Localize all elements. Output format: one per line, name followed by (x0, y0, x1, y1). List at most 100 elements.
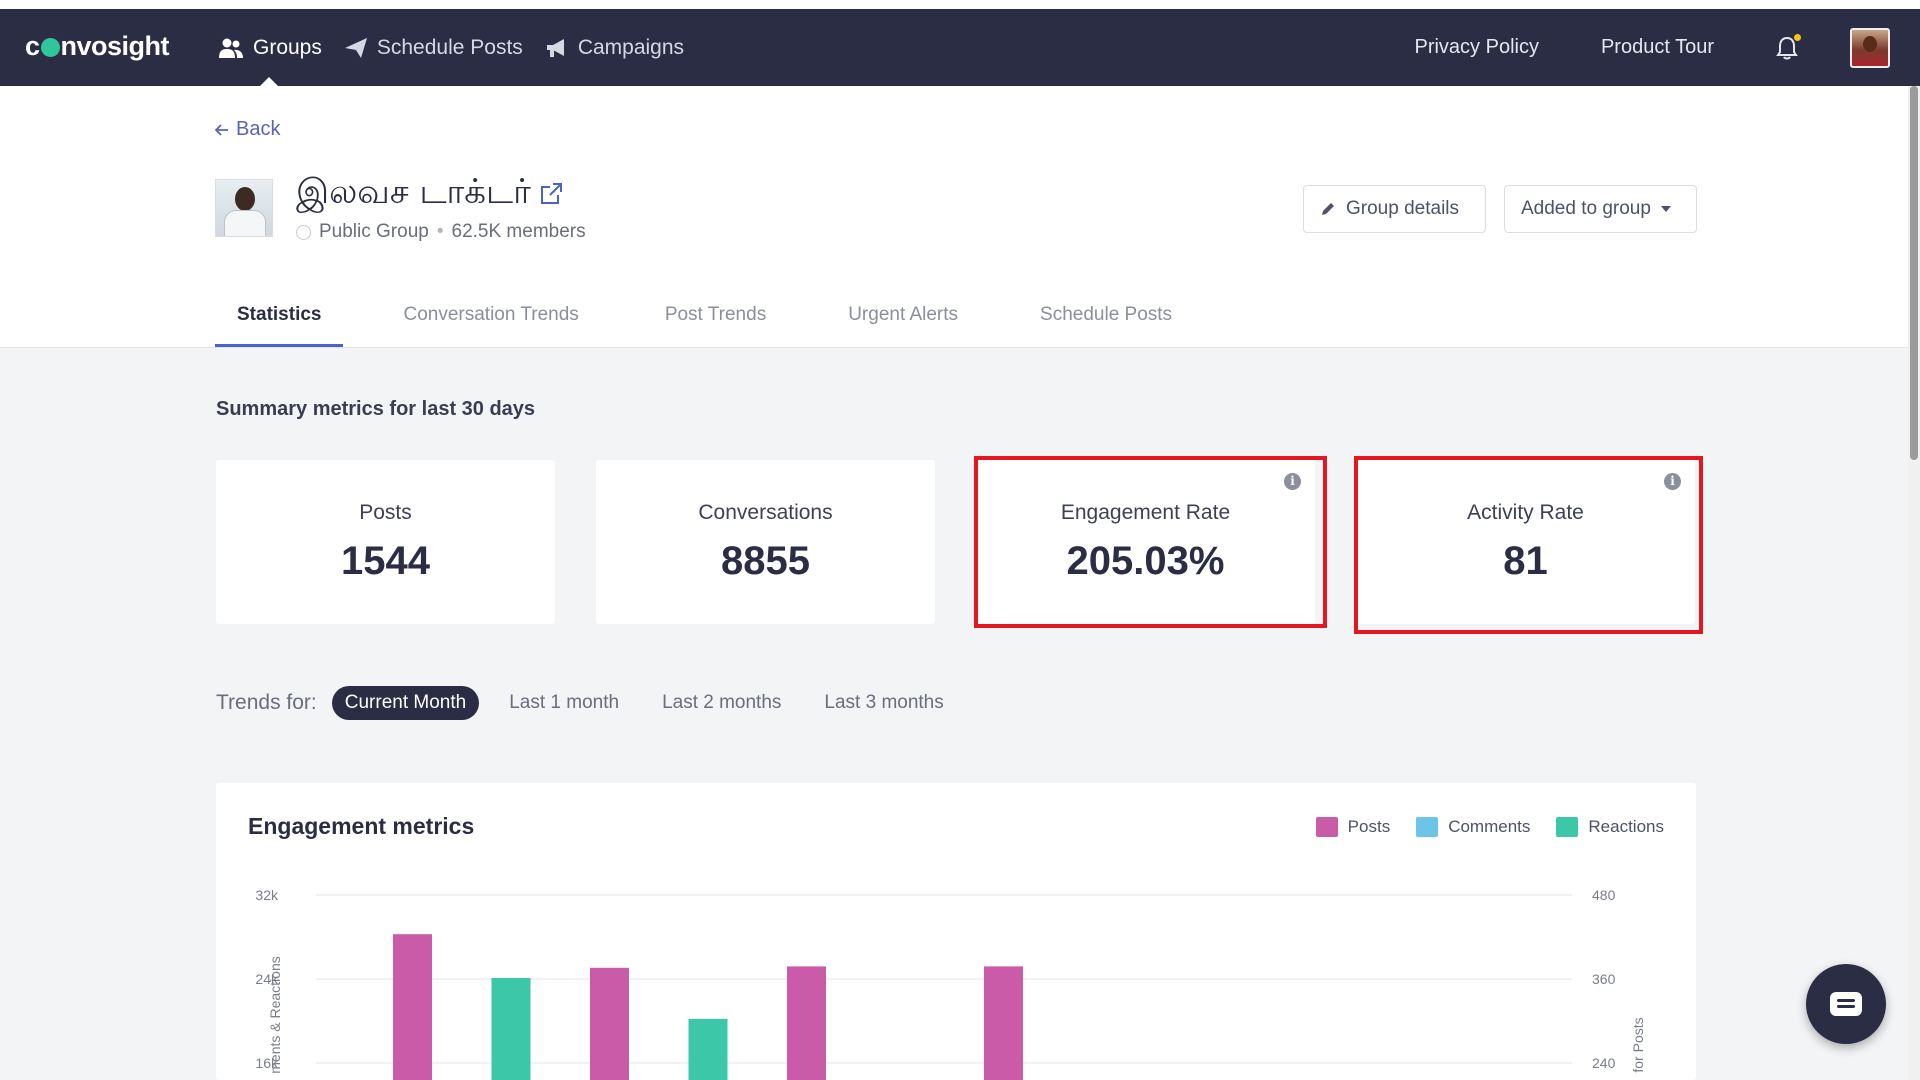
y-tick-left-label: 16k (255, 1055, 279, 1071)
legend-swatch-reactions (1556, 817, 1579, 837)
metric-card-engagement-rate: Engagement Rate 205.03% i (976, 460, 1315, 624)
bar-posts-0 (393, 934, 432, 1080)
group-title: இலவச டாக்டர் (296, 172, 563, 216)
paper-plane-icon (344, 37, 367, 58)
group-privacy: Public Group (319, 221, 429, 242)
y-tick-right-label: 240 (1592, 1055, 1616, 1071)
trend-option-last-3-months[interactable]: Last 3 months (824, 692, 944, 713)
group-meta: Public Group • 62.5K members (296, 221, 586, 243)
engagement-chart: 32k 480 24k 360 16k 240 ments & Reactions for P… (255, 887, 1646, 1080)
trend-option-last-1-month[interactable]: Last 1 month (509, 692, 620, 713)
users-icon (219, 38, 243, 58)
back-label: Back (236, 118, 281, 140)
nav-item-campaigns-label: Campaigns (577, 35, 685, 59)
user-avatar[interactable] (1850, 27, 1890, 68)
group-header: Back இலவச டாக்டர் Public Group • 62.5K m… (0, 86, 1908, 348)
highlight-box-activity-rate (1354, 456, 1703, 634)
added-to-group-label: Added to group (1521, 198, 1651, 219)
nav-item-schedule-posts[interactable]: Schedule Posts (344, 9, 523, 86)
header-divider (0, 347, 1908, 348)
privacy-policy-link[interactable]: Privacy Policy (1414, 36, 1539, 58)
y-tick-left-label: 32k (255, 887, 279, 903)
legend-label-posts: Posts (1347, 817, 1391, 836)
primary-nav: Groups Schedule Posts Campaigns (218, 9, 684, 86)
tab-urgent-alerts[interactable]: Urgent Alerts (848, 304, 959, 325)
metric-label: Conversations (698, 501, 833, 524)
scrollbar-thumb[interactable] (1910, 86, 1918, 460)
convosight-logo[interactable]: c nvosight (25, 31, 170, 62)
arrow-left-icon (215, 123, 228, 136)
back-link[interactable]: Back (215, 118, 280, 141)
y-tick-right-label: 480 (1592, 887, 1616, 903)
tab-schedule-posts[interactable]: Schedule Posts (1040, 304, 1173, 325)
logo-mark-icon (40, 38, 60, 57)
chart-title: Engagement metrics (248, 813, 475, 839)
tab-statistics[interactable]: Statistics (215, 289, 344, 348)
legend-swatch-comments (1416, 817, 1439, 837)
bar-posts-2 (590, 967, 629, 1080)
nav-item-groups-label: Groups (253, 35, 322, 59)
metric-value: 1544 (341, 539, 430, 583)
metric-card-conversations: Conversations 8855 (596, 460, 935, 624)
group-details-button[interactable]: Group details (1303, 185, 1486, 233)
info-icon[interactable]: i (1664, 473, 1681, 490)
metric-value: 81 (1503, 539, 1548, 583)
statistics-panel: Summary metrics for last 30 days Posts 1… (0, 348, 1908, 1080)
notification-dot (1794, 33, 1801, 41)
group-avatar (215, 179, 273, 237)
external-link-icon[interactable] (539, 182, 563, 206)
info-icon[interactable]: i (1284, 473, 1301, 490)
legend-item-posts[interactable]: Posts (1315, 817, 1391, 837)
bar-reactions-3 (688, 1018, 728, 1080)
metric-label: Posts (359, 501, 412, 524)
group-name: இலவச டாக்டர் (296, 172, 531, 212)
legend-item-reactions[interactable]: Reactions (1556, 817, 1664, 837)
megaphone-icon (546, 38, 564, 57)
bar-posts-4 (787, 966, 826, 1080)
product-tour-link[interactable]: Product Tour (1600, 36, 1714, 58)
legend-label-reactions: Reactions (1588, 817, 1664, 836)
group-members: 62.5K members (451, 221, 586, 242)
metric-card-posts: Posts 1544 (216, 460, 555, 624)
meta-separator: • (436, 221, 444, 242)
highlight-box-engagement-rate (974, 456, 1327, 628)
chart-legend: Posts Comments Reactions (1315, 817, 1664, 837)
top-navbar: c nvosight Groups Schedule Posts Campa (0, 9, 1920, 86)
left-axis-title: ments & Reactions (267, 956, 283, 1074)
y-tick-right-label: 360 (1592, 971, 1616, 987)
legend-item-comments[interactable]: Comments (1416, 817, 1530, 837)
trend-option-last-2-months[interactable]: Last 2 months (662, 692, 782, 713)
logo-text-start: c (25, 31, 40, 61)
chat-icon (1830, 992, 1862, 1016)
top-strip (0, 0, 1920, 9)
metric-card-activity-rate: Activity Rate 81 i (1356, 460, 1695, 624)
trends-label: Trends for: (216, 691, 317, 714)
caret-down-icon (1660, 206, 1671, 212)
nav-item-campaigns[interactable]: Campaigns (545, 9, 684, 86)
trend-option-current-month[interactable]: Current Month (331, 686, 480, 720)
notifications-button[interactable] (1776, 33, 1801, 60)
globe-icon (296, 224, 311, 240)
engagement-metrics-card: 32k 480 24k 360 16k 240 ments & Reactions for P… (216, 783, 1696, 1080)
bar-posts-6 (984, 966, 1023, 1080)
tab-conversation-trends[interactable]: Conversation Trends (403, 304, 579, 325)
metric-value: 205.03% (1066, 539, 1225, 583)
group-tabs: Statistics Conversation Trends Post Tren… (215, 289, 1194, 348)
legend-label-comments: Comments (1448, 817, 1531, 836)
right-axis-title: for Posts (1630, 1017, 1646, 1072)
metric-label: Engagement Rate (1060, 501, 1231, 524)
page-scrollbar[interactable] (1908, 86, 1920, 1080)
added-to-group-dropdown[interactable]: Added to group (1504, 185, 1697, 233)
logo-text-end: nvosight (60, 31, 170, 61)
tab-post-trends[interactable]: Post Trends (664, 304, 767, 325)
legend-swatch-posts (1315, 817, 1338, 837)
summary-title: Summary metrics for last 30 days (216, 398, 536, 420)
group-details-label: Group details (1346, 198, 1460, 219)
bar-reactions-1 (491, 977, 531, 1080)
secondary-nav: Privacy Policy Product Tour (1414, 9, 1890, 86)
metric-value: 8855 (721, 539, 810, 583)
nav-item-groups[interactable]: Groups (218, 9, 322, 86)
bell-icon (1776, 36, 1798, 59)
chat-support-button[interactable] (1806, 964, 1886, 1044)
y-tick-left-label: 24k (255, 971, 279, 987)
